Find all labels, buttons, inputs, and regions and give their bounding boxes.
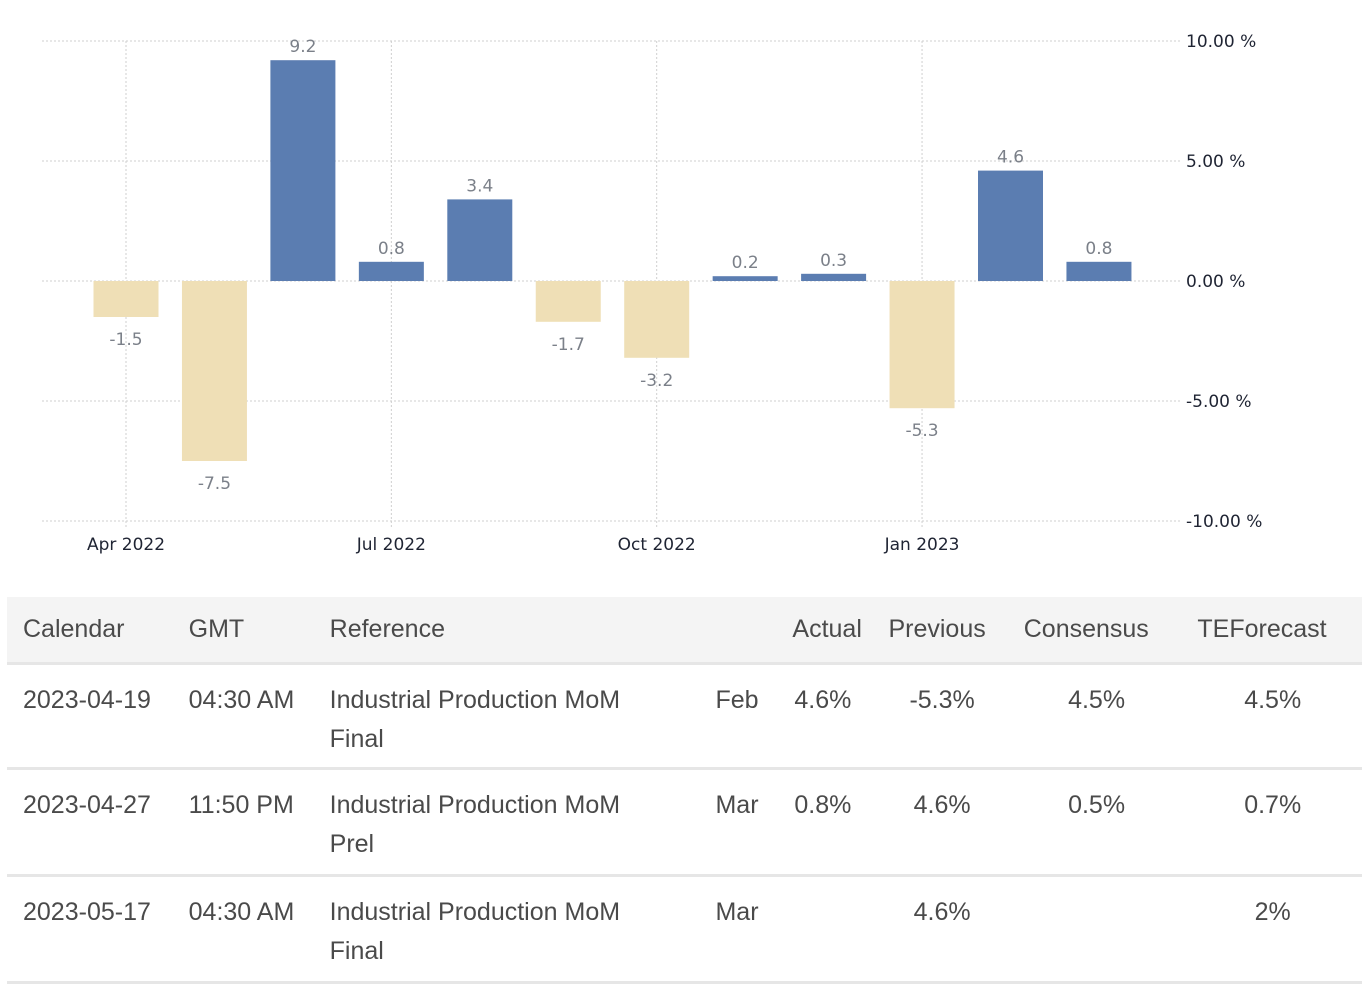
cell-gmt: 04:30 AM [188,897,295,926]
y-tick-label: 5.00 % [1186,152,1245,172]
cell-reference: Industrial Production MoM Final [314,875,700,982]
data-label: 9.2 [289,37,316,57]
bar [447,199,513,281]
cell-previous: -5.3% [909,685,975,714]
data-label: 0.2 [732,253,759,273]
cell-previous: 4.6% [913,897,971,926]
chart-svg: -1.5 -7.5 9.2 0.8 3.4 -1.7 -3.2 0.2 0.3 -5.3 4.6 0.… [42,32,1262,555]
calendar-table: Calendar GMT Reference Actual Previous C… [7,597,1362,984]
y-axis: 10.00 % 5.00 % 0.00 % -5.00 % -10.00 % [1186,32,1262,532]
cell-period: Feb [715,685,759,714]
data-label: -5.3 [905,421,938,441]
data-label: -1.7 [552,335,585,355]
data-label: -1.5 [109,330,142,350]
cell-calendar: 2023-05-17 [23,897,151,926]
cell-period: Mar [715,897,759,926]
bar [801,273,867,281]
bar [535,281,601,322]
cell-calendar: 2023-04-19 [23,685,151,714]
cell-teforecast: 0.7% [1244,790,1302,819]
cell-gmt: 04:30 AM [188,685,295,714]
reference-link[interactable]: Industrial Production MoM Final [329,685,621,753]
y-tick-label: 0.00 % [1186,272,1245,292]
table-row: 2023-05-17 04:30 AM Industrial Productio… [7,875,1362,982]
data-labels: -1.5 -7.5 9.2 0.8 3.4 -1.7 -3.2 0.2 0.3 -5.3 4.6 0.… [109,37,1112,494]
bar [889,281,955,409]
x-tick-label: Oct 2022 [618,535,696,555]
cell-consensus: 0.5% [1068,790,1126,819]
cell-gmt: 11:50 PM [188,790,294,819]
data-label: 4.6 [997,148,1024,168]
bar [93,281,159,317]
table-header-row: Calendar GMT Reference Actual Previous C… [7,597,1362,663]
reference-link[interactable]: Industrial Production MoM Prel [329,790,621,858]
x-tick-label: Jul 2022 [356,535,426,555]
y-tick-label: -5.00 % [1186,392,1252,412]
bars [93,60,1132,461]
header-period [699,597,778,663]
x-tick-label: Jan 2023 [884,535,960,555]
data-label: 3.4 [466,176,493,196]
data-label: 0.3 [820,251,847,271]
table-row: 2023-04-19 04:30 AM Industrial Productio… [7,663,1362,768]
data-label: 0.8 [378,239,405,259]
table-row: 2023-04-27 11:50 PM Industrial Productio… [7,768,1362,875]
cell-consensus: 4.5% [1068,685,1126,714]
cell-teforecast: 4.5% [1244,685,1302,714]
bar [270,60,336,282]
header-calendar[interactable]: Calendar [23,614,125,643]
data-label: 0.8 [1085,239,1112,259]
bar [712,276,778,281]
bar-chart: -1.5 -7.5 9.2 0.8 3.4 -1.7 -3.2 0.2 0.3 -5.3 4.6 0.… [42,32,1262,555]
cell-previous: 4.6% [913,790,971,819]
data-label: -3.2 [640,371,673,391]
bar [358,261,424,281]
header-teforecast[interactable]: TEForecast [1197,614,1327,643]
cell-reference: Industrial Production MoM Prel [314,768,700,875]
bar [1066,261,1132,281]
y-tick-label: 10.00 % [1186,32,1256,52]
header-actual[interactable]: Actual [792,614,862,643]
x-tick-label: Apr 2022 [87,535,165,555]
reference-link[interactable]: Industrial Production MoM Final [329,897,621,965]
x-axis: Apr 2022 Jul 2022 Oct 2022 Jan 2023 [87,535,960,555]
y-tick-label: -10.00 % [1186,512,1262,532]
header-gmt[interactable]: GMT [188,614,245,643]
data-label: -7.5 [198,474,231,494]
header-previous[interactable]: Previous [888,614,986,643]
cell-period: Mar [715,790,759,819]
cell-calendar: 2023-04-27 [23,790,151,819]
cell-actual: 0.8% [794,790,852,819]
header-reference[interactable]: Reference [329,614,445,643]
cell-actual: 4.6% [794,685,852,714]
bar [978,170,1043,281]
cell-consensus [1010,875,1184,982]
cell-actual [778,875,874,982]
bar [624,281,690,358]
cell-teforecast: 2% [1254,897,1291,926]
bar [181,281,247,461]
cell-reference: Industrial Production MoM Final [314,663,700,768]
header-consensus[interactable]: Consensus [1023,614,1149,643]
